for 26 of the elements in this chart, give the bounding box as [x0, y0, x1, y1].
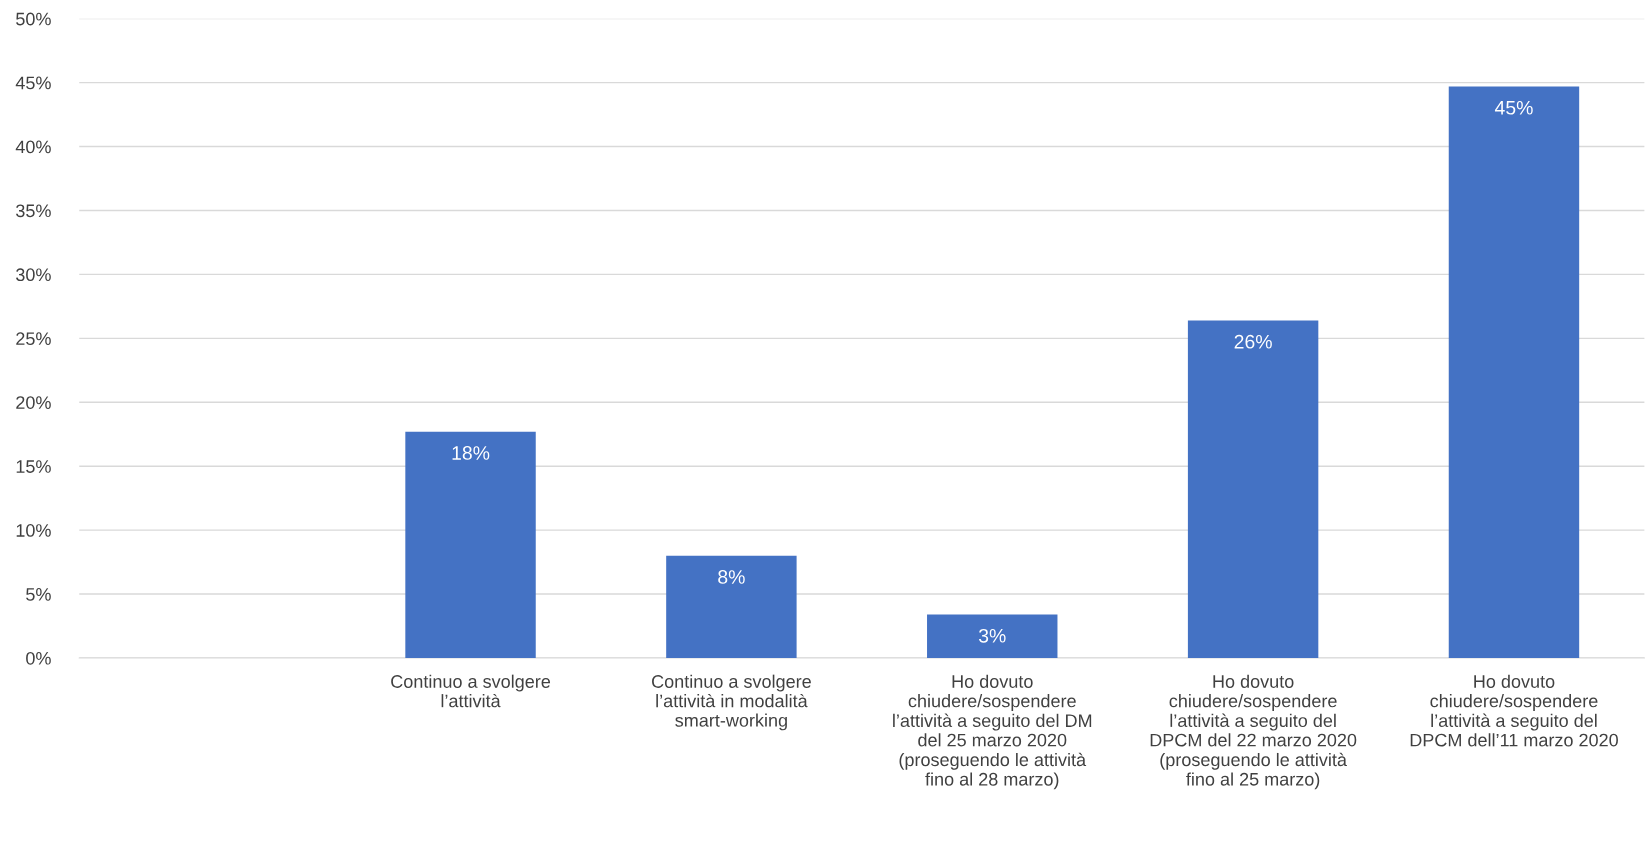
x-tick-label: Ho dovuto chiudere/sospendere l’attività a seguito del DPCM dell’11 marzo 2020 — [1410, 674, 1618, 747]
y-tick-label: 20% — [16, 396, 51, 409]
data-label: 45% — [1494, 100, 1533, 115]
data-label: 26% — [1234, 334, 1272, 349]
y-tick-label: 0% — [26, 651, 51, 665]
data-label: 18% — [452, 446, 490, 460]
y-tick-label: 35% — [16, 204, 51, 218]
y-tick-label: 40% — [15, 140, 51, 154]
y-tick-label: 25% — [16, 332, 51, 346]
x-tick-label: Ho dovuto chiudere/sospendere l’attività a seguito del DM del 25 marzo 2020 (proseguendo le attività fino al 28 marzo) — [893, 674, 1092, 790]
bar — [1448, 86, 1580, 658]
y-tick-label: 5% — [26, 588, 51, 601]
bar — [927, 614, 1058, 658]
y-tick-label: 10% — [16, 524, 51, 537]
y-tick-label: 45% — [15, 76, 51, 90]
y-tick-label: 50% — [16, 12, 51, 26]
bar — [405, 431, 536, 658]
bar — [1187, 320, 1319, 658]
y-tick-label: 15% — [16, 460, 51, 473]
data-label: 3% — [978, 628, 1006, 643]
bar — [666, 555, 797, 658]
x-tick-label: Continuo a svolgere l’attività — [391, 674, 551, 708]
data-label: 8% — [718, 570, 745, 584]
x-tick-label: Continuo a svolgere l’attività in modalità smart-working — [652, 674, 811, 731]
x-tick-label: Ho dovuto chiudere/sospendere l’attività a seguito del DPCM del 22 marzo 2020 (proseguendo le attività fino al 25 marzo) — [1150, 674, 1357, 790]
y-tick-label: 30% — [16, 268, 51, 282]
